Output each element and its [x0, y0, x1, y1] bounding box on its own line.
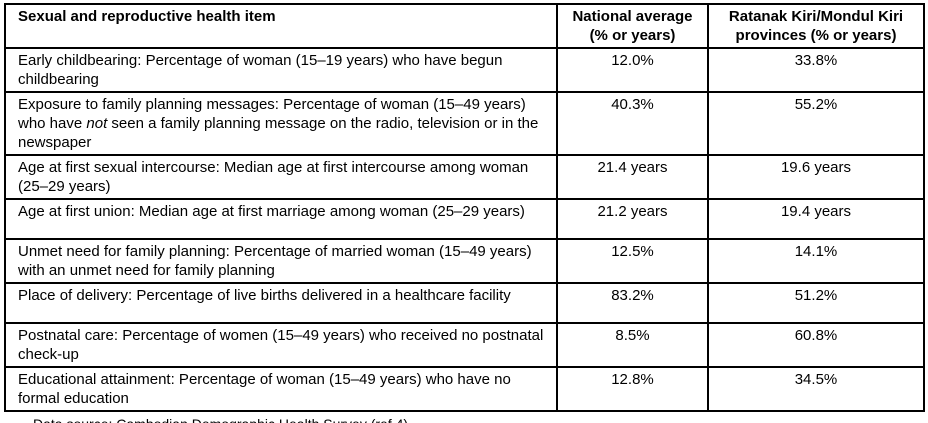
table-row-early-childbearing: Early childbearing: Percentage of woman … — [4, 47, 925, 93]
row-item-cell: Postnatal care: Percentage of women (15–… — [4, 322, 558, 368]
row-item-cell: Early childbearing: Percentage of woman … — [4, 47, 558, 93]
table-row-first-union: Age at first union: Median age at first … — [4, 198, 925, 240]
row-item-cell: Exposure to family planning messages: Pe… — [4, 91, 558, 156]
row-provinces-cell: 33.8% — [707, 47, 925, 93]
header-provinces: Ratanak Kiri/Mondul Kiri provinces (% or… — [707, 3, 925, 49]
row-item-cell: Place of delivery: Percentage of live bi… — [4, 282, 558, 324]
table-row-unmet-need: Unmet need for family planning: Percenta… — [4, 238, 925, 284]
row-national-cell: 40.3% — [556, 91, 709, 156]
row-item-cell: Age at first sexual intercourse: Median … — [4, 154, 558, 200]
table-row-first-intercourse: Age at first sexual intercourse: Median … — [4, 154, 925, 200]
row-provinces-cell: 51.2% — [707, 282, 925, 324]
row-item-cell: Educational attainment: Percentage of wo… — [4, 366, 558, 412]
data-source-note: Data source: Cambodian Demographic Healt… — [33, 415, 928, 423]
table-row-family-planning-messages: Exposure to family planning messages: Pe… — [4, 91, 925, 156]
row-provinces-cell: 34.5% — [707, 366, 925, 412]
table-body: Early childbearing: Percentage of woman … — [4, 47, 925, 412]
row-item-cell: Age at first union: Median age at first … — [4, 198, 558, 240]
reproductive-health-table: Sexual and reproductive health item Nati… — [4, 3, 925, 412]
row-national-cell: 12.0% — [556, 47, 709, 93]
item-text-pre: Exposure to family planning messages: Pe… — [18, 96, 526, 132]
row-national-cell: 12.5% — [556, 238, 709, 284]
table-row-postnatal-care: Postnatal care: Percentage of women (15–… — [4, 322, 925, 368]
row-national-cell: 21.4 years — [556, 154, 709, 200]
row-national-cell: 8.5% — [556, 322, 709, 368]
row-provinces-cell: 19.6 years — [707, 154, 925, 200]
header-row: Sexual and reproductive health item Nati… — [4, 3, 925, 49]
row-provinces-cell: 19.4 years — [707, 198, 925, 240]
row-provinces-cell: 14.1% — [707, 238, 925, 284]
row-item-cell: Unmet need for family planning: Percenta… — [4, 238, 558, 284]
row-provinces-cell: 55.2% — [707, 91, 925, 156]
row-provinces-cell: 60.8% — [707, 322, 925, 368]
header-item: Sexual and reproductive health item — [4, 3, 558, 49]
row-national-cell: 83.2% — [556, 282, 709, 324]
header-national-average: National average (% or years) — [556, 3, 709, 49]
row-national-cell: 21.2 years — [556, 198, 709, 240]
table-row-place-of-delivery: Place of delivery: Percentage of live bi… — [4, 282, 925, 324]
row-national-cell: 12.8% — [556, 366, 709, 412]
item-text-post: seen a family planning message on the ra… — [18, 115, 539, 151]
table-row-educational-attainment: Educational attainment: Percentage of wo… — [4, 366, 925, 412]
table-header: Sexual and reproductive health item Nati… — [4, 3, 925, 49]
item-text-italic: not — [86, 115, 108, 132]
